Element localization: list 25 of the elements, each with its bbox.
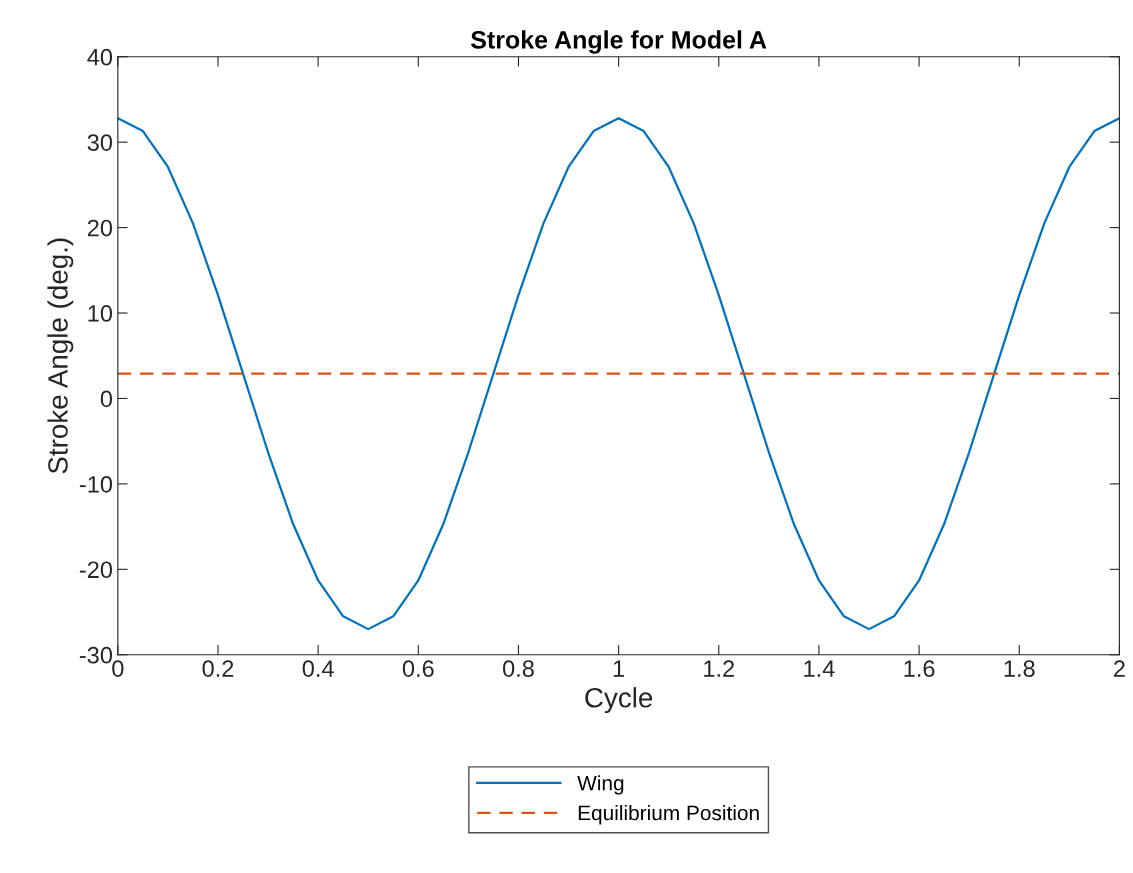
x-tick-label: 0.4 [302,660,334,677]
x-tick-label: 1 [613,660,625,677]
y-tick-label: -30 [79,646,113,664]
x-tick-label: 0 [112,660,124,677]
x-tick-label: 1.2 [704,660,734,677]
x-tick-label: 2 [1114,660,1125,677]
y-tick-label: 10 [88,305,113,322]
y-axis-title: Stroke Angle (deg.) [47,238,74,474]
x-tick-label: 0.8 [502,660,534,677]
legend-label: Equilibrium Position [578,805,759,825]
x-axis-title: Cycle [585,687,653,714]
y-tick-label: -10 [79,475,113,493]
y-tick-label: -20 [79,561,113,579]
line-series [117,117,1120,631]
y-tick-label: 30 [87,134,113,151]
legend-label: Wing [577,775,624,795]
x-tick-label: 0.2 [202,660,234,677]
x-tick-label: 0.6 [402,660,434,677]
y-tick-label: 20 [87,219,113,237]
x-tick-label: 1.8 [1004,660,1035,677]
y-tick-label: 40 [87,48,113,66]
x-tick-label: 1.4 [804,660,835,677]
x-tick-label: 1.6 [904,660,935,677]
y-tick-label: 0 [100,390,113,408]
chart-title: Stroke Angle for Model A [470,30,767,54]
